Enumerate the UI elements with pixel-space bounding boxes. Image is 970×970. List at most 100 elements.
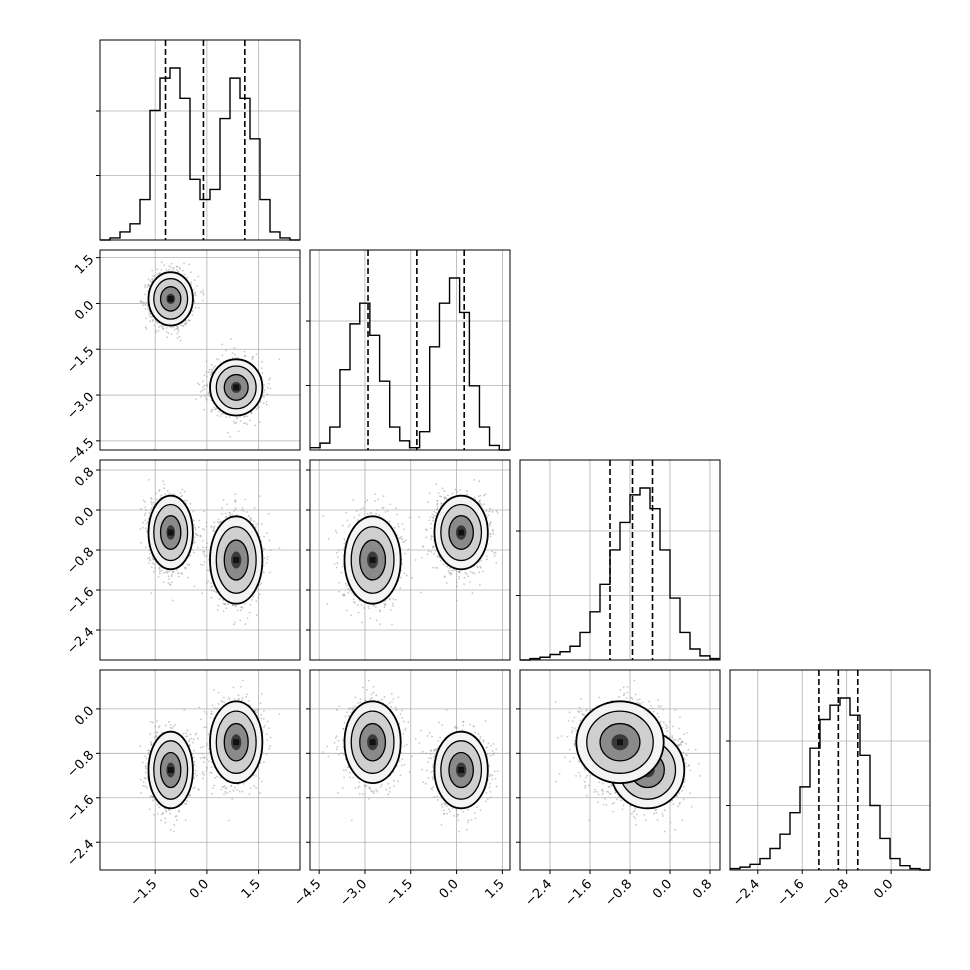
scatter-point bbox=[226, 503, 229, 506]
histogram-panel-0 bbox=[96, 39, 301, 241]
scatter-point bbox=[215, 358, 218, 360]
scatter-point bbox=[163, 483, 166, 486]
scatter-point bbox=[255, 408, 258, 410]
scatter-point bbox=[237, 430, 240, 433]
scatter-point bbox=[231, 356, 234, 359]
scatter-point bbox=[170, 573, 173, 576]
scatter-point bbox=[221, 354, 224, 357]
scatter-point bbox=[144, 308, 147, 310]
scatter-point bbox=[261, 523, 263, 525]
scatter-point bbox=[146, 286, 148, 288]
scatter-point bbox=[156, 273, 159, 276]
scatter-point bbox=[222, 610, 225, 613]
histogram-panel-3 bbox=[726, 669, 931, 871]
scatter-point bbox=[225, 349, 228, 352]
scatter-point bbox=[168, 577, 170, 580]
scatter-point bbox=[172, 326, 175, 328]
scatter-point bbox=[260, 367, 263, 370]
scatter-point bbox=[203, 408, 206, 411]
scatter-point bbox=[161, 326, 164, 329]
scatter-point bbox=[261, 361, 263, 363]
scatter-point bbox=[162, 571, 165, 574]
scatter-point bbox=[201, 389, 204, 392]
histogram-panel-2 bbox=[516, 459, 721, 661]
scatter-point bbox=[156, 268, 159, 271]
scatter-point bbox=[257, 405, 259, 408]
scatter-point bbox=[231, 513, 233, 516]
scatter-point bbox=[152, 570, 155, 573]
scatter-point bbox=[210, 596, 213, 599]
scatter-point bbox=[193, 585, 196, 588]
scatter-point bbox=[215, 407, 218, 410]
scatter-point bbox=[194, 306, 197, 309]
scatter-point bbox=[144, 512, 147, 515]
scatter-point bbox=[184, 273, 186, 276]
scatter-point bbox=[239, 619, 242, 622]
scatter-point bbox=[278, 547, 281, 550]
scatter-point bbox=[222, 499, 225, 501]
scatter-point bbox=[262, 402, 265, 405]
scatter-point bbox=[216, 414, 219, 417]
scatter-point bbox=[164, 493, 167, 495]
scatter-point bbox=[176, 332, 179, 335]
scatter-point bbox=[160, 325, 163, 327]
scatter-point bbox=[253, 506, 256, 509]
scatter-point bbox=[263, 571, 265, 574]
panel-frame bbox=[519, 459, 721, 661]
panel-frame bbox=[729, 669, 931, 871]
histogram-step-line bbox=[310, 277, 510, 451]
scatter-point bbox=[203, 560, 206, 563]
scatter-point bbox=[210, 409, 213, 411]
scatter-point bbox=[259, 421, 261, 424]
scatter-point bbox=[190, 271, 192, 274]
scatter-point bbox=[185, 499, 188, 502]
scatter-point bbox=[218, 410, 220, 413]
scatter-point bbox=[190, 281, 192, 284]
scatter-point bbox=[242, 422, 245, 425]
scatter-point bbox=[235, 416, 238, 419]
scatter-point bbox=[194, 541, 196, 544]
scatter-point bbox=[255, 523, 258, 526]
scatter-point bbox=[199, 390, 202, 393]
scatter-point bbox=[197, 306, 200, 309]
scatter-point bbox=[210, 410, 213, 413]
scatter-point bbox=[241, 507, 244, 510]
scatter-point bbox=[217, 358, 220, 361]
scatter-point bbox=[263, 535, 265, 538]
scatter-point bbox=[149, 552, 151, 555]
scatter-point bbox=[150, 500, 153, 503]
scatter-point bbox=[248, 419, 251, 422]
scatter-point bbox=[244, 355, 247, 358]
scatter-point bbox=[253, 520, 256, 523]
scatter-point bbox=[213, 406, 216, 409]
scatter-point bbox=[148, 556, 151, 559]
scatter-point bbox=[171, 599, 174, 602]
scatter-point bbox=[208, 368, 211, 371]
scatter-point bbox=[206, 554, 208, 557]
scatter-point bbox=[193, 539, 195, 542]
scatter-point bbox=[232, 420, 235, 423]
scatter-point bbox=[205, 384, 208, 387]
scatter-point bbox=[188, 263, 191, 266]
scatter-point bbox=[254, 424, 257, 427]
scatter-point bbox=[218, 522, 221, 524]
scatter-point bbox=[204, 395, 207, 397]
scatter-point bbox=[196, 285, 198, 287]
scatter-point bbox=[170, 266, 172, 269]
scatter-point bbox=[211, 369, 214, 372]
scatter-point bbox=[233, 510, 236, 512]
scatter-point bbox=[247, 515, 250, 518]
scatter-point bbox=[202, 293, 205, 296]
scatter-point bbox=[212, 529, 215, 532]
density-peak bbox=[167, 295, 174, 302]
scatter-point bbox=[203, 553, 206, 556]
scatter-point bbox=[240, 509, 243, 512]
scatter-point bbox=[191, 310, 194, 312]
scatter-point bbox=[232, 604, 235, 607]
scatter-point bbox=[202, 299, 204, 302]
scatter-point bbox=[170, 581, 173, 584]
scatter-point bbox=[179, 492, 182, 494]
scatter-point bbox=[160, 261, 163, 264]
scatter-point bbox=[258, 593, 261, 596]
scatter-point bbox=[225, 416, 228, 419]
